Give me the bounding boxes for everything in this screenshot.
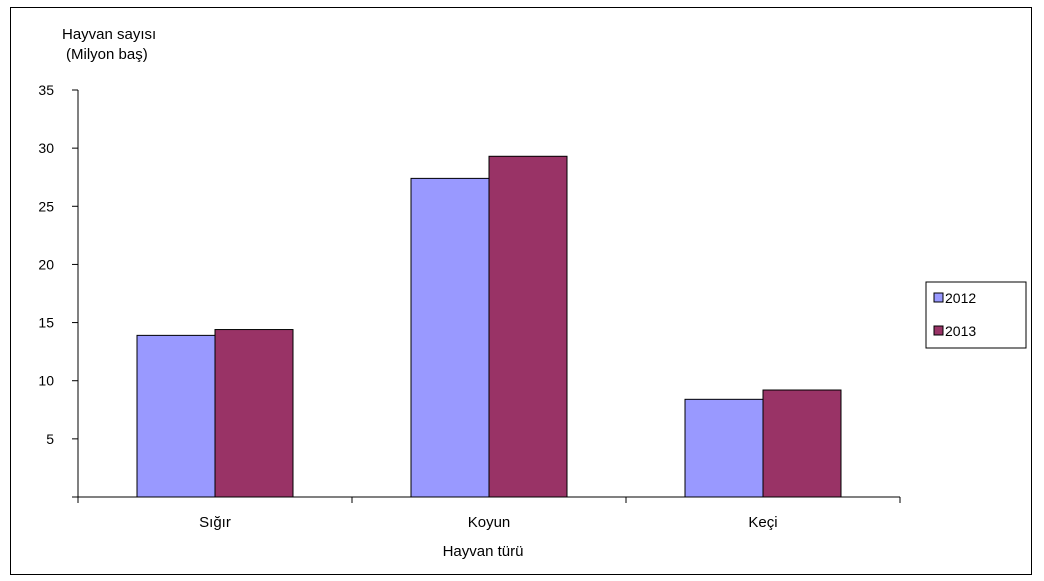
y-tick-label: 5 [46,431,54,447]
y-axis-title-line2: (Milyon baş) [66,46,148,63]
y-tick-label: 30 [38,140,54,156]
bar-2012-1 [410,177,490,498]
y-tick-label: 20 [38,256,54,272]
legend-label-2013: 2013 [945,323,976,339]
x-axis-title: Hayvan türü [443,543,524,560]
y-tick-label: 25 [38,198,54,214]
legend-box [925,281,1027,349]
bar-2013-1 [488,155,568,498]
axes-group [77,90,901,503]
y-tick-label: 10 [38,373,54,389]
ticks-group: 5 10 15 20 25 30 35 [38,82,78,498]
bar-2013-0 [214,329,294,498]
bars-group [136,155,842,498]
category-label: Keçi [748,514,777,531]
legend-swatch-2013 [933,325,944,336]
legend-label-2012: 2012 [945,290,976,306]
category-label: Koyun [468,514,511,531]
category-label: Sığır [199,514,231,531]
y-tick-label: 15 [38,315,54,331]
bar-2012-2 [684,398,764,498]
bar-2012-0 [136,334,216,498]
y-axis-title-line1: Hayvan sayısı [62,26,156,43]
legend-swatch-2012 [933,292,944,303]
y-tick-label: 35 [38,82,54,98]
bar-2013-2 [762,389,842,498]
category-labels-group: Sığır Koyun Keçi [199,514,777,531]
legend: 2012 2013 [925,281,1027,349]
